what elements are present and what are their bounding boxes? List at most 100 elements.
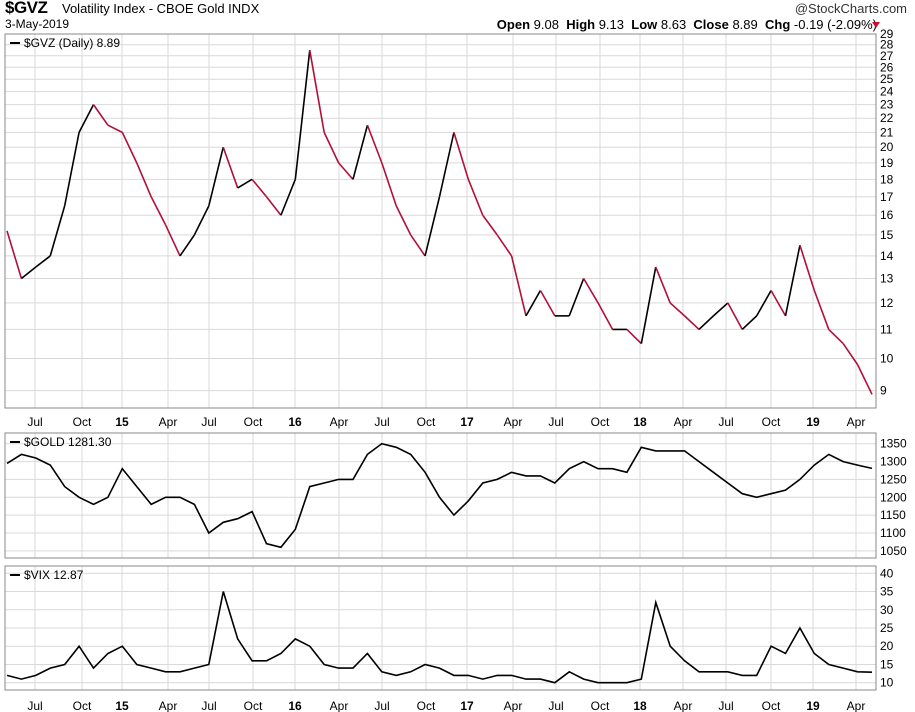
- x-tick-label: 19: [806, 699, 820, 712]
- x-tick-label: Apr: [159, 415, 178, 429]
- gvz-segment: [510, 255, 527, 317]
- gvz-segment: [6, 230, 23, 279]
- gvz-segment: [136, 162, 152, 198]
- x-tick-label: 16: [288, 699, 302, 712]
- vix-panel: 10 15 20 25 30 35 40 $VIX 12.87 Jul Oct 15 Apr Jul Oc…: [4, 565, 894, 712]
- y-tick-label: 14: [880, 249, 894, 263]
- y-tick-label: 1300: [880, 455, 907, 469]
- gvz-segment: [597, 302, 614, 330]
- gvz-segment: [799, 244, 816, 291]
- y-tick-label: 22: [880, 111, 894, 125]
- gvz-segment: [626, 328, 642, 345]
- gvz-segment: [193, 205, 210, 236]
- y-tick-label: 13: [880, 272, 894, 286]
- y-tick-label: 25: [880, 621, 894, 635]
- gvz-segment: [698, 315, 714, 331]
- x-tick-label: Apr: [330, 699, 349, 712]
- y-tick-label: 20: [880, 140, 894, 154]
- y-tick-label: 10: [880, 351, 894, 365]
- x-tick-label: 16: [288, 415, 302, 429]
- panel-frame: [4, 33, 877, 409]
- gvz-segment: [150, 196, 167, 226]
- x-tick-label: 18: [633, 415, 647, 429]
- gvz-segment: [107, 124, 123, 134]
- gvz-segment: [20, 266, 37, 280]
- gvz-segment: [467, 179, 484, 216]
- x-tick-label: Oct: [762, 415, 781, 429]
- gvz-segment: [179, 234, 196, 257]
- down-arrow-icon: [872, 22, 880, 28]
- gvz-segment: [482, 214, 498, 236]
- gvz-segment: [770, 290, 787, 317]
- y-tick-label: 23: [880, 98, 894, 112]
- legend-label: $GVZ (Daily) 8.89: [24, 36, 120, 50]
- x-tick-label: Jul: [374, 415, 389, 429]
- y-tick-label: 1100: [880, 526, 906, 540]
- x-tick-label: 18: [633, 699, 647, 712]
- x-tick-label: Apr: [674, 699, 693, 712]
- y-tick-label: 11: [880, 322, 893, 336]
- y-tick-label: 15: [880, 657, 894, 671]
- x-tick-label: Apr: [847, 699, 866, 712]
- y-tick-label: 1250: [880, 472, 907, 486]
- brand-watermark[interactable]: @StockCharts.com: [794, 1, 907, 16]
- symbol: $GVZ: [5, 0, 48, 17]
- panel-frame: [4, 432, 877, 559]
- y-tick-label: 15: [880, 228, 894, 242]
- y-tick-label: 19: [880, 156, 894, 170]
- y-tick-label: 25: [880, 72, 894, 86]
- y-tick-label: 17: [880, 190, 894, 204]
- y-tick-label: 1350: [880, 437, 907, 451]
- y-tick-label: 27: [880, 49, 894, 63]
- gvz-segment: [294, 50, 311, 180]
- legend-label: $VIX 12.87: [24, 568, 84, 582]
- gvz-segment: [438, 132, 455, 197]
- low-label: Low: [631, 17, 658, 32]
- y-tick-label: 26: [880, 60, 894, 74]
- x-tick-label: 17: [460, 699, 474, 712]
- y-tick-label: 35: [880, 585, 894, 599]
- y-tick-label: 18: [880, 172, 894, 186]
- x-tick-label: Oct: [244, 699, 263, 712]
- gvz-segment: [337, 162, 354, 180]
- y-tick-label: 16: [880, 208, 894, 222]
- gvz-segment: [63, 132, 80, 207]
- gvz-segment: [669, 302, 686, 317]
- gold-panel: 1050 1100 1150 1200 1250 1300 1350 $GOLD 1281.3…: [4, 432, 907, 559]
- chg-label: Chg: [765, 17, 791, 32]
- gvz-segment: [280, 179, 297, 216]
- gvz-panel: 9 10 11 12 13 14 15 16 17 18 19 2021222324252627282…: [4, 27, 894, 429]
- gvz-segment: [381, 162, 398, 207]
- y-tick-label: 1050: [880, 544, 907, 558]
- x-tick-label: Jul: [718, 415, 733, 429]
- x-tick-label: 19: [806, 415, 820, 429]
- chg-value: -0.19 (-2.09%): [793, 17, 877, 32]
- gvz-segment: [78, 104, 95, 133]
- gvz-segment: [395, 205, 412, 236]
- gvz-segment: [856, 364, 873, 395]
- y-tick-label: 20: [880, 639, 894, 653]
- gvz-segment: [741, 315, 758, 331]
- x-tick-label: Jul: [27, 415, 42, 429]
- y-tick-label: 12: [880, 296, 894, 310]
- y-tick-label: 40: [880, 566, 894, 580]
- y-tick-label: 1150: [880, 508, 906, 522]
- x-tick-label: Oct: [762, 699, 781, 712]
- x-tick-label: Apr: [674, 415, 693, 429]
- x-tick-label: Apr: [847, 415, 866, 429]
- open-value: 9.08: [533, 17, 559, 32]
- x-tick-label: 15: [115, 415, 129, 429]
- y-tick-label: 9: [880, 384, 887, 398]
- x-tick-label: Oct: [417, 415, 436, 429]
- gvz-segment: [568, 278, 585, 317]
- gvz-segment: [684, 315, 700, 331]
- gvz-segment: [49, 205, 66, 257]
- gvz-segment: [842, 343, 859, 366]
- gold-series-line: [6, 442, 873, 549]
- x-tick-label: 17: [460, 415, 474, 429]
- gvz-segment: [251, 178, 268, 198]
- x-tick-label: Jul: [27, 699, 42, 712]
- x-tick-label: Oct: [591, 415, 610, 429]
- x-tick-label: Jul: [201, 415, 216, 429]
- gvz-segment: [755, 290, 772, 317]
